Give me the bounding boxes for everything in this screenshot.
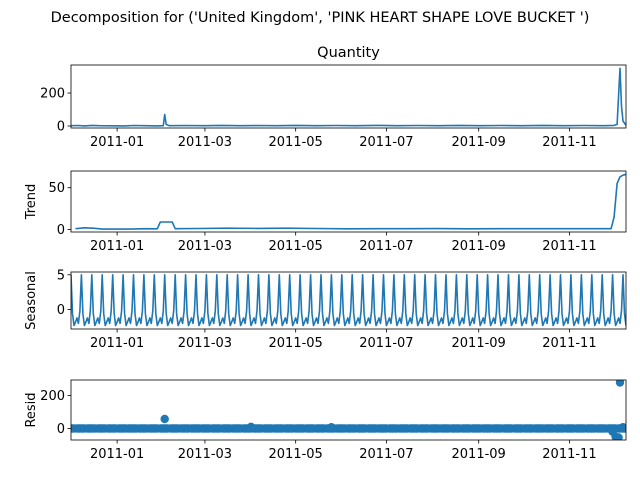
resid-panel: 0 200 2011-01 2011-03 2011-05 2011-07 2011-09 2…	[24, 379, 627, 462]
resid-xtick-label: 2011-03	[178, 447, 232, 462]
quantity-xtick-label: 2011-11	[542, 135, 596, 150]
trend-xtick-label: 2011-03	[178, 239, 232, 254]
resid-ytick-label: 200	[40, 389, 65, 404]
quantity-panel: 0 200 2011-01 2011-03 2011-05 2011-07 2011-09 2…	[40, 45, 627, 150]
quantity-ytick-label: 0	[57, 120, 65, 135]
trend-xtick-label: 2011-05	[269, 239, 323, 254]
trend-xtick-label: 2011-07	[359, 239, 413, 254]
resid-points	[71, 380, 626, 440]
trend-axes-frame	[70, 170, 627, 233]
seasonal-panel: 0 5 2011-01 2011-03 2011-05 2011-07 2011-09 201…	[24, 268, 627, 351]
seasonal-ylabel: Seasonal	[24, 271, 39, 330]
resid-outlier-point	[614, 433, 623, 440]
resid-xtick-label: 2011-09	[452, 447, 506, 462]
seasonal-xtick-label: 2011-01	[90, 336, 144, 351]
seasonal-xtick-label: 2011-07	[359, 336, 413, 351]
resid-outlier-point	[160, 414, 169, 424]
resid-xtick-label: 2011-05	[269, 447, 323, 462]
quantity-series-line	[71, 67, 626, 127]
seasonal-series-line	[71, 273, 626, 327]
quantity-xtick-label: 2011-01	[90, 135, 144, 150]
seasonal-xtick-label: 2011-03	[178, 336, 232, 351]
seasonal-xtick-label: 2011-05	[269, 336, 323, 351]
seasonal-ytick-label: 0	[57, 303, 65, 318]
quantity-xtick-label: 2011-09	[452, 135, 506, 150]
seasonal-axes-frame	[70, 271, 627, 330]
trend-series-line	[75, 173, 626, 230]
resid-outlier-point	[246, 422, 256, 431]
quantity-axes-frame	[70, 64, 627, 129]
resid-outlier-point	[327, 423, 336, 432]
trend-panel: 0 50 2011-01 2011-03 2011-05 2011-07 2011-09 20…	[24, 170, 627, 254]
trend-ylabel: Trend	[24, 184, 39, 221]
trend-xtick-label: 2011-09	[452, 239, 506, 254]
resid-outlier-point	[618, 423, 626, 432]
quantity-xtick-label: 2011-03	[178, 135, 232, 150]
quantity-panel-title: Quantity	[317, 45, 380, 61]
seasonal-ytick-label: 5	[57, 268, 65, 283]
trend-ytick-label: 0	[57, 223, 65, 238]
resid-outlier-point	[615, 380, 625, 387]
seasonal-xtick-label: 2011-11	[542, 336, 596, 351]
seasonal-xtick-label: 2011-09	[452, 336, 506, 351]
trend-ytick-label: 50	[48, 181, 65, 196]
resid-axes-frame	[70, 379, 627, 441]
quantity-xtick-label: 2011-07	[359, 135, 413, 150]
trend-xtick-label: 2011-11	[542, 239, 596, 254]
quantity-xtick-label: 2011-05	[269, 135, 323, 150]
resid-xtick-label: 2011-07	[359, 447, 413, 462]
resid-xtick-label: 2011-01	[90, 447, 144, 462]
figure-suptitle: Decomposition for ('United Kingdom', 'PI…	[51, 10, 590, 26]
trend-xtick-label: 2011-01	[90, 239, 144, 254]
resid-ytick-label: 0	[57, 422, 65, 437]
resid-xtick-label: 2011-11	[542, 447, 596, 462]
resid-ylabel: Resid	[24, 392, 39, 427]
quantity-ytick-label: 200	[40, 87, 65, 102]
